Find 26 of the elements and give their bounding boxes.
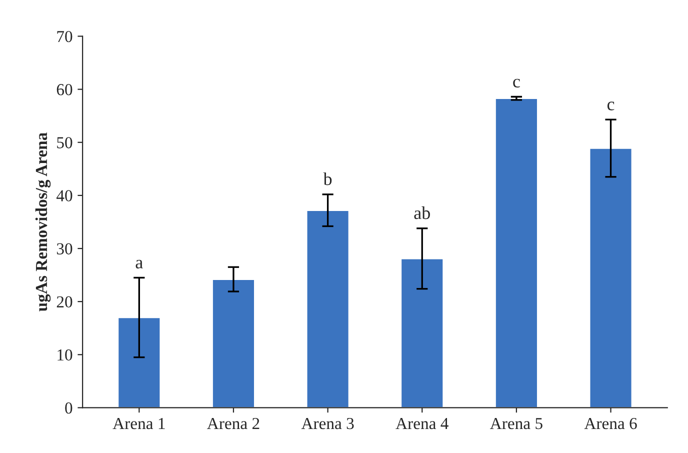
annotation: c [607, 102, 614, 110]
y-tick-label: 10 [58, 349, 72, 361]
y-tick-label: 70 [57, 30, 72, 42]
x-tick-label: Arena 2 [207, 418, 260, 430]
x-tick-label: Arena 5 [490, 418, 542, 430]
x-tick-label: Arena 1 [112, 418, 165, 430]
bar [117, 316, 162, 408]
bar [400, 258, 444, 408]
y-tick-label: 50 [57, 137, 72, 148]
y-axis-title: ugAs Removidos/g Arena [35, 132, 51, 312]
bar [588, 148, 633, 408]
y-tick-label: 40 [56, 190, 72, 202]
bar [494, 98, 538, 408]
annotation: ab [414, 206, 430, 220]
bar [212, 278, 256, 408]
annotation: a [136, 260, 143, 268]
bar [306, 210, 350, 408]
y-tick-label: 0 [65, 402, 72, 414]
y-tick-label: 60 [56, 84, 72, 96]
x-tick-label: Arena 4 [396, 418, 448, 430]
y-tick-label: 20 [56, 296, 72, 308]
x-tick-label: Arena 3 [301, 418, 354, 430]
annotation: c [513, 78, 520, 88]
y-tick-label: 30 [56, 243, 72, 254]
annotation: b [323, 172, 332, 186]
x-tick-label: Arena 6 [584, 418, 637, 430]
